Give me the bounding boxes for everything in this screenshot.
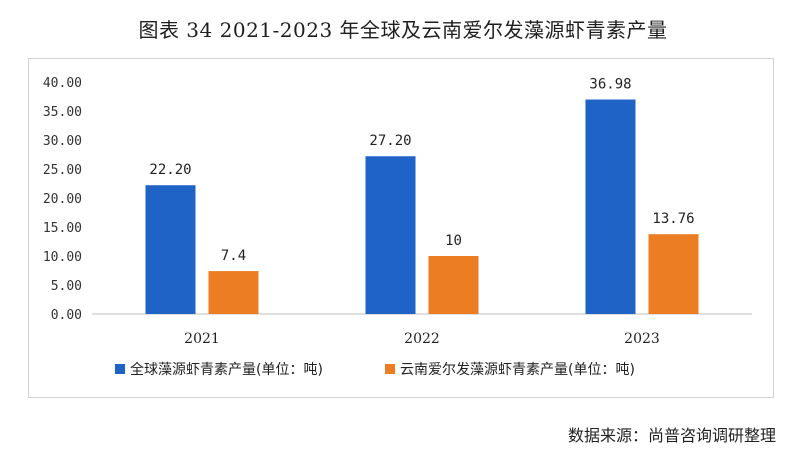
bar: [208, 271, 259, 314]
y-tick-label: 15.00: [43, 221, 82, 236]
bars: 22.20 7.4 27.20 10 36.98 13.76: [145, 77, 699, 315]
bar: [365, 156, 416, 314]
legend: 全球藻源虾青素产量(单位：吨) 云南爱尔发藻源虾青素产量(单位：吨): [115, 361, 635, 378]
y-tick-label: 10.00: [43, 250, 82, 265]
y-tick-label: 0.00: [51, 308, 82, 323]
chart-title: 图表 34 2021-2023 年全球及云南爱尔发藻源虾青素产量: [138, 18, 668, 42]
legend-label: 全球藻源虾青素产量(单位：吨): [130, 361, 323, 378]
y-axis: 0.00 5.00 10.00 15.00 20.00 25.00 30.00 35.00 40…: [43, 76, 82, 323]
bar: [145, 185, 196, 314]
x-axis: 2021 2022 2023: [92, 313, 752, 347]
y-tick-label: 5.00: [51, 279, 82, 294]
x-tick-label: 2022: [404, 331, 440, 347]
data-label: 36.98: [589, 77, 631, 93]
data-label: 27.20: [369, 133, 411, 149]
y-tick-label: 25.00: [43, 163, 82, 178]
y-tick-label: 40.00: [43, 76, 82, 91]
y-tick-label: 35.00: [43, 105, 82, 120]
x-tick-label: 2021: [184, 331, 220, 347]
data-label: 13.76: [652, 211, 694, 227]
legend-swatch: [385, 364, 395, 374]
data-label: 10: [445, 233, 462, 249]
bar: [428, 256, 479, 314]
x-tick-label: 2023: [624, 331, 660, 347]
y-tick-label: 20.00: [43, 192, 82, 207]
chart-frame: [28, 58, 774, 398]
legend-label: 云南爱尔发藻源虾青素产量(单位：吨): [400, 362, 635, 378]
bar: [648, 234, 699, 314]
data-label: 22.20: [149, 162, 191, 178]
y-tick-label: 30.00: [43, 134, 82, 149]
source-note: 数据来源：尚普咨询调研整理: [567, 426, 776, 445]
legend-swatch: [115, 364, 125, 374]
bar: [585, 99, 636, 315]
data-label: 7.4: [221, 248, 246, 264]
